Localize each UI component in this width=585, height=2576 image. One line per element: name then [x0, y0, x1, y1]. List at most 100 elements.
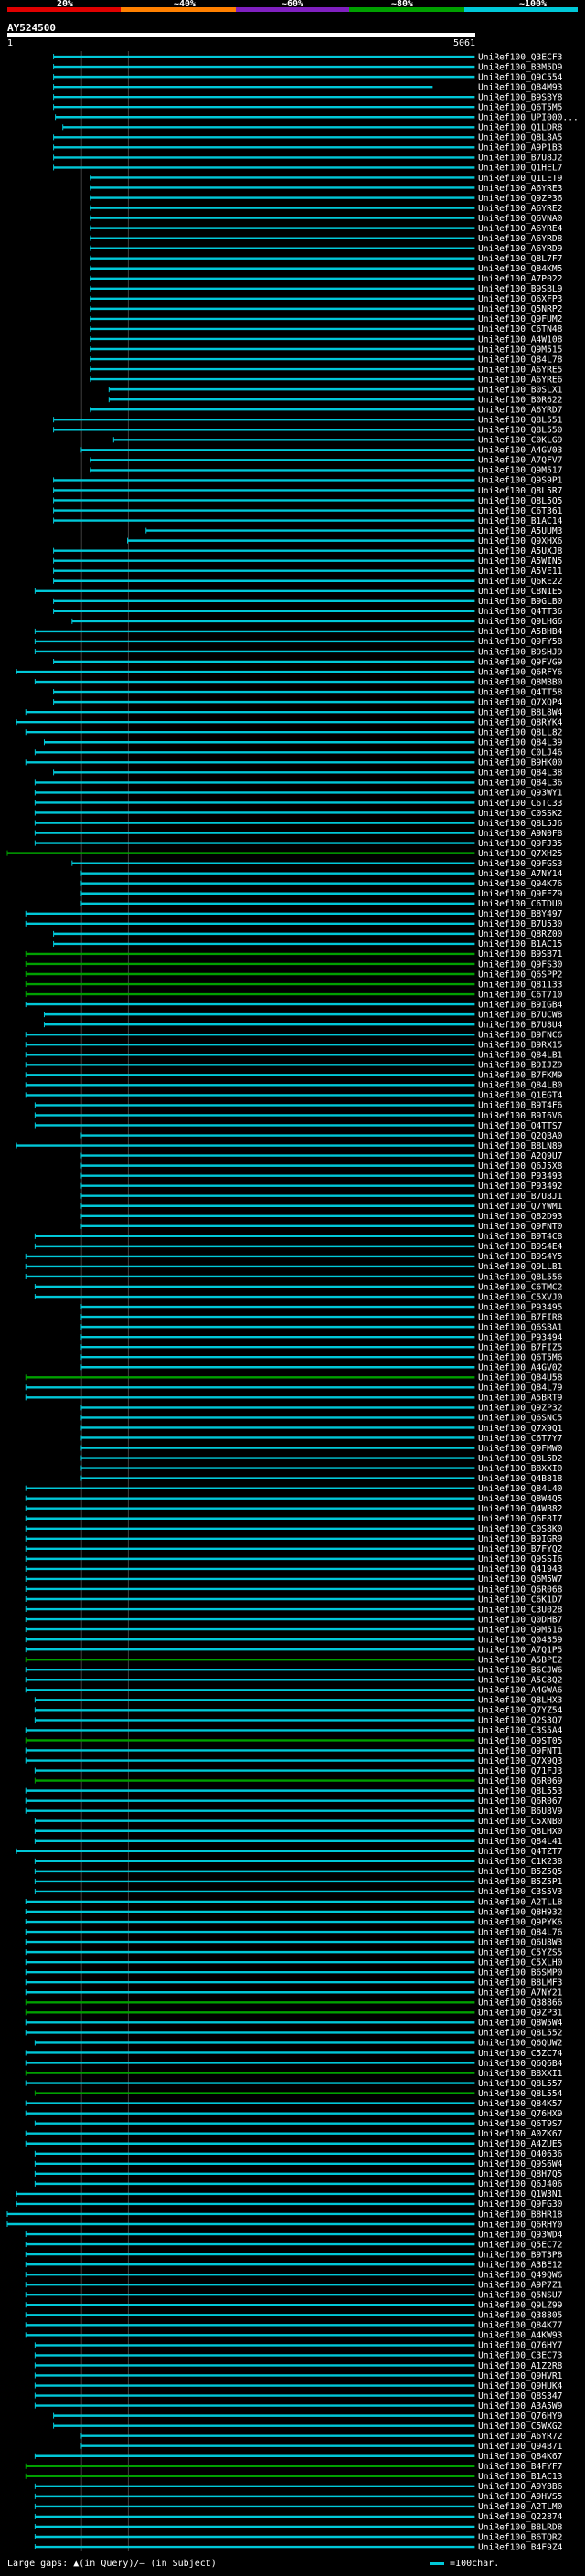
hit-label[interactable]: UniRef100_B9HK00	[478, 758, 563, 769]
hit-label[interactable]: UniRef100_B9IGB4	[478, 1000, 563, 1010]
hit-label[interactable]: UniRef100_Q84K57	[478, 2099, 563, 2109]
hit-label[interactable]: UniRef100_B9GLB0	[478, 597, 563, 607]
hit-label[interactable]: UniRef100_Q4WB82	[478, 1504, 562, 1514]
hit-label[interactable]: UniRef100_A7Q1P5	[478, 1645, 562, 1655]
hit-label[interactable]: UniRef100_B8XXI0	[478, 1464, 563, 1474]
hit-label[interactable]: UniRef100_Q9S6W4	[478, 2159, 563, 2169]
hit-label[interactable]: UniRef100_B9IJZ9	[478, 1061, 563, 1071]
hit-label[interactable]: UniRef100_C5ZC74	[478, 2049, 563, 2059]
hit-label[interactable]: UniRef100_C6K1D7	[478, 1595, 563, 1605]
hit-label[interactable]: UniRef100_B1AC14	[478, 516, 563, 526]
hit-label[interactable]: UniRef100_Q1LET9	[478, 174, 563, 184]
hit-label[interactable]: UniRef100_Q6R067	[478, 1797, 563, 1807]
hit-label[interactable]: UniRef100_B5Z5P1	[478, 1877, 563, 1887]
hit-label[interactable]: UniRef100_Q9SSI6	[478, 1554, 563, 1564]
hit-label[interactable]: UniRef100_Q71FJ3	[478, 1766, 563, 1776]
hit-label[interactable]: UniRef100_B5Z5Q5	[478, 1867, 562, 1877]
hit-label[interactable]: UniRef100_Q93WD4	[478, 2230, 563, 2240]
hit-label[interactable]: UniRef100_B7U530	[478, 919, 563, 929]
hit-label[interactable]: UniRef100_A9P7Z1	[478, 2280, 563, 2290]
hit-label[interactable]: UniRef100_A5WIN5	[478, 557, 562, 567]
hit-label[interactable]: UniRef100_B6TQR2	[478, 2532, 562, 2542]
hit-label[interactable]: UniRef100_B4F9Z4	[478, 2542, 563, 2551]
hit-label[interactable]: UniRef100_Q9FJ35	[478, 839, 562, 849]
hit-label[interactable]: UniRef100_Q84K77	[478, 2321, 563, 2331]
hit-label[interactable]: UniRef100_Q6J5X8	[478, 1161, 563, 1171]
hit-label[interactable]: UniRef100_Q84L41	[478, 1837, 563, 1847]
hit-label[interactable]: UniRef100_Q84K67	[478, 2452, 563, 2462]
hit-label[interactable]: UniRef100_Q84LB0	[478, 1081, 563, 1091]
hit-label[interactable]: UniRef100_Q9FS30	[478, 959, 563, 970]
hit-label[interactable]: UniRef100_Q49QW6	[478, 2270, 563, 2280]
hit-label[interactable]: UniRef100_Q8L557	[478, 2079, 563, 2089]
hit-label[interactable]: UniRef100_Q76HX9	[478, 2109, 563, 2119]
hit-label[interactable]: UniRef100_Q9FEZ9	[478, 889, 563, 899]
hit-label[interactable]: UniRef100_A9HVS5	[478, 2492, 562, 2502]
hit-label[interactable]: UniRef100_B9SBL9	[478, 284, 563, 294]
hit-label[interactable]: UniRef100_Q9FNT1	[478, 1746, 563, 1756]
hit-label[interactable]: UniRef100_Q1EGT4	[478, 1091, 563, 1101]
hit-label[interactable]: UniRef100_Q1W3N1	[478, 2189, 563, 2200]
hit-label[interactable]: UniRef100_Q84L36	[478, 779, 563, 789]
hit-label[interactable]: UniRef100_B9SBY8	[478, 92, 563, 102]
hit-label[interactable]: UniRef100_C3U028	[478, 1605, 563, 1615]
hit-label[interactable]: UniRef100_Q9M515	[478, 345, 562, 355]
hit-label[interactable]: UniRef100_Q7YZ54	[478, 1706, 563, 1716]
hit-label[interactable]: UniRef100_B8LRD8	[478, 2522, 563, 2532]
hit-label[interactable]: UniRef100_B9S4Y5	[478, 1252, 562, 1262]
hit-label[interactable]: UniRef100_Q6J406	[478, 2179, 563, 2189]
hit-label[interactable]: UniRef100_C5WXG2	[478, 2422, 562, 2432]
hit-label[interactable]: UniRef100_C3S5V3	[478, 1887, 563, 1897]
hit-label[interactable]: UniRef100_Q9FGS3	[478, 859, 563, 869]
hit-label[interactable]: UniRef100_Q8L554	[478, 2089, 563, 2099]
hit-label[interactable]: UniRef100_C5XNB0	[478, 1817, 563, 1827]
hit-label[interactable]: UniRef100_B7U8U4	[478, 1020, 563, 1030]
hit-label[interactable]: UniRef100_Q81133	[478, 980, 563, 990]
hit-label[interactable]: UniRef100_Q0DHB7	[478, 1615, 563, 1625]
hit-label[interactable]: UniRef100_A7NY14	[478, 869, 563, 879]
hit-label[interactable]: UniRef100_Q9ST05	[478, 1736, 562, 1746]
hit-label[interactable]: UniRef100_Q8LHX0	[478, 1827, 563, 1837]
hit-label[interactable]: UniRef100_Q9FVG9	[478, 657, 563, 667]
hit-label[interactable]: UniRef100_Q7XQP4	[478, 697, 563, 707]
hit-label[interactable]: UniRef100_B9S4E4	[478, 1242, 563, 1252]
hit-label[interactable]: UniRef100_B9SB71	[478, 949, 563, 959]
hit-label[interactable]: UniRef100_A3A5W9	[478, 2401, 563, 2412]
hit-label[interactable]: UniRef100_Q8W4Q5	[478, 1494, 562, 1504]
hit-label[interactable]: UniRef100_A4KW93	[478, 2331, 563, 2341]
hit-label[interactable]: UniRef100_Q8MBB0	[478, 677, 563, 687]
hit-label[interactable]: UniRef100_A4GWA6	[478, 1686, 563, 1696]
hit-label[interactable]: UniRef100_Q8W5W4	[478, 2019, 563, 2029]
hit-label[interactable]: UniRef100_Q6M5W7	[478, 1574, 563, 1585]
hit-label[interactable]: UniRef100_Q6QUW2	[478, 2039, 562, 2049]
hit-label[interactable]: UniRef100_A4W108	[478, 334, 563, 345]
hit-label[interactable]: UniRef100_B9T4F6	[478, 1101, 563, 1111]
hit-label[interactable]: UniRef100_Q84M93	[478, 82, 563, 92]
hit-label[interactable]: UniRef100_B3M5D9	[478, 62, 563, 72]
hit-label[interactable]: UniRef100_Q84L76	[478, 1927, 563, 1937]
hit-label[interactable]: UniRef100_Q8L7F7	[478, 254, 563, 264]
hit-label[interactable]: UniRef100_B0SLX1	[478, 385, 563, 395]
hit-label[interactable]: UniRef100_A0ZK67	[478, 2129, 563, 2139]
hit-label[interactable]: UniRef100_Q93WY1	[478, 789, 563, 799]
hit-label[interactable]: UniRef100_Q76HY7	[478, 2341, 563, 2351]
hit-label[interactable]: UniRef100_B6U8V9	[478, 1807, 563, 1817]
hit-label[interactable]: UniRef100_Q6R069	[478, 1776, 563, 1786]
hit-label[interactable]: UniRef100_B7FIZ5	[478, 1342, 562, 1352]
hit-label[interactable]: UniRef100_Q1LDR8	[478, 123, 563, 133]
hit-label[interactable]: UniRef100_A5BHB4	[478, 627, 563, 637]
hit-label[interactable]: UniRef100_Q6Q6B4	[478, 2059, 563, 2069]
hit-label[interactable]: UniRef100_A6YRD7	[478, 405, 563, 415]
hit-label[interactable]: UniRef100_Q9LLB1	[478, 1262, 563, 1272]
hit-label[interactable]: UniRef100_Q22874	[478, 2512, 563, 2522]
hit-label[interactable]: UniRef100_A9N0F8	[478, 829, 563, 839]
hit-label[interactable]: UniRef100_Q6T5M5	[478, 103, 562, 113]
hit-label[interactable]: UniRef100_C0SSK2	[478, 809, 562, 819]
hit-label[interactable]: UniRef100_Q84L78	[478, 355, 563, 365]
hit-label[interactable]: UniRef100_A6YRD9	[478, 244, 563, 254]
hit-label[interactable]: UniRef100_B9IGR9	[478, 1534, 563, 1544]
hit-label[interactable]: UniRef100_Q8H7Q5	[478, 2169, 562, 2179]
hit-label[interactable]: UniRef100_Q84L79	[478, 1383, 563, 1394]
hit-label[interactable]: UniRef100_Q4TT58	[478, 687, 563, 697]
hit-label[interactable]: UniRef100_Q8L551	[478, 416, 563, 426]
